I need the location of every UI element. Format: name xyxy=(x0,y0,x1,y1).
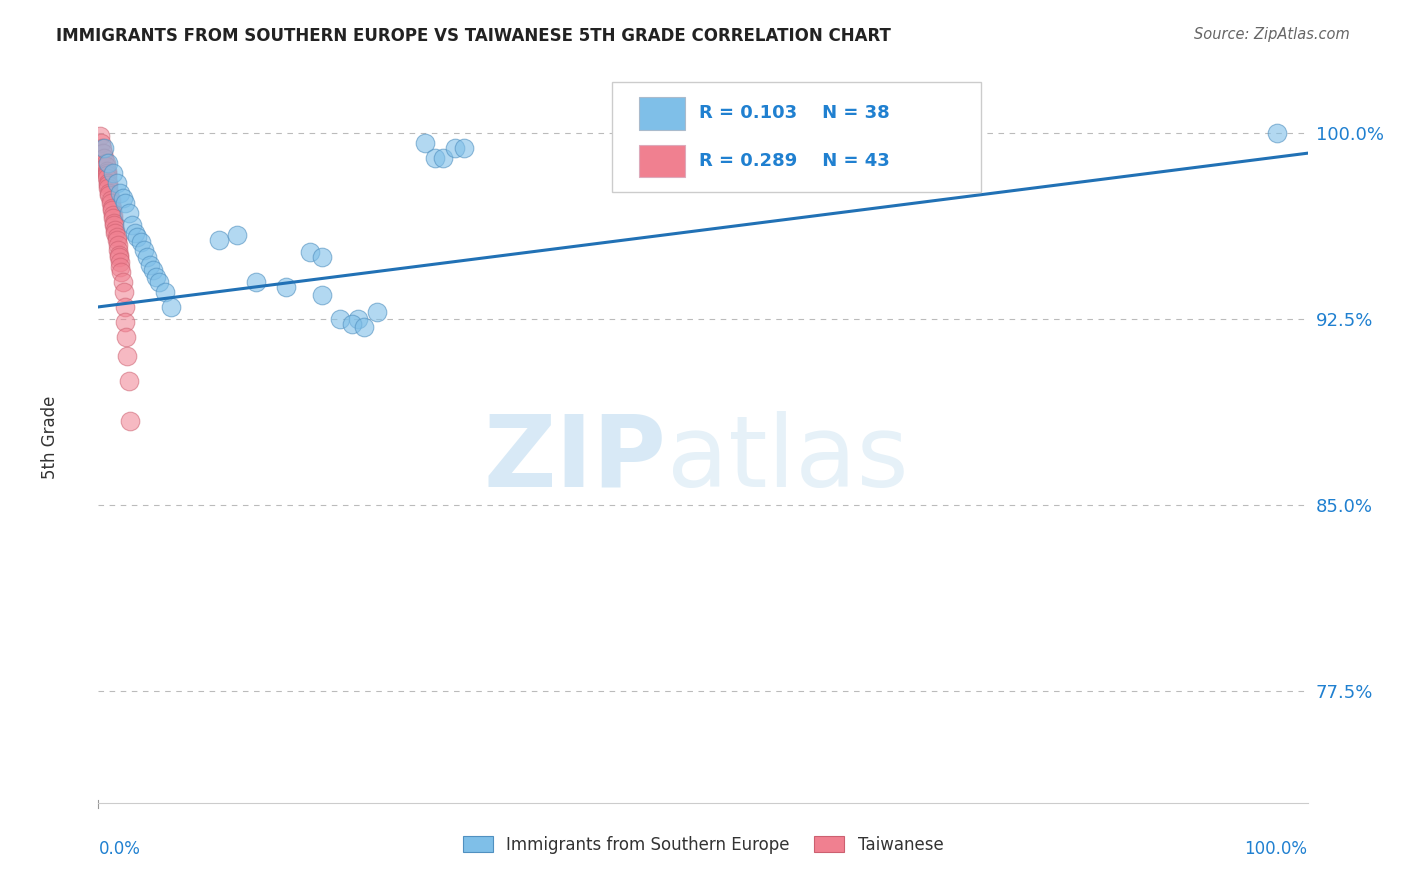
Point xyxy=(114,195,136,210)
Point xyxy=(90,136,112,151)
Point xyxy=(96,166,118,180)
Point xyxy=(111,275,134,289)
Point xyxy=(118,414,141,428)
Point xyxy=(108,255,131,269)
Point xyxy=(117,350,139,364)
Point xyxy=(108,248,131,262)
Point xyxy=(108,260,131,275)
Text: R = 0.289    N = 43: R = 0.289 N = 43 xyxy=(699,152,890,170)
Point xyxy=(139,258,162,272)
Point xyxy=(111,191,134,205)
Point xyxy=(112,285,135,299)
Point xyxy=(100,203,122,218)
Point xyxy=(299,245,322,260)
Point xyxy=(153,285,176,299)
Point xyxy=(1267,126,1289,140)
Point xyxy=(115,329,138,343)
Point xyxy=(96,171,118,186)
Point xyxy=(135,250,157,264)
FancyBboxPatch shape xyxy=(638,145,685,178)
Point xyxy=(100,201,122,215)
Text: Source: ZipAtlas.com: Source: ZipAtlas.com xyxy=(1194,27,1350,42)
Point xyxy=(118,374,141,388)
Point xyxy=(413,136,436,151)
Text: 5th Grade: 5th Grade xyxy=(41,395,59,479)
Point xyxy=(274,280,297,294)
Point xyxy=(245,275,267,289)
Point xyxy=(432,151,454,165)
Point xyxy=(105,176,128,190)
Point xyxy=(366,305,388,319)
Point xyxy=(98,188,121,202)
Point xyxy=(423,151,446,165)
Point xyxy=(96,169,118,183)
Point xyxy=(103,218,125,232)
Point xyxy=(342,318,364,332)
Point xyxy=(98,186,121,200)
Text: 100.0%: 100.0% xyxy=(1244,840,1308,858)
FancyBboxPatch shape xyxy=(638,97,685,130)
Point xyxy=(118,205,141,219)
Point xyxy=(108,186,131,200)
Text: R = 0.103    N = 38: R = 0.103 N = 38 xyxy=(699,104,890,122)
Point xyxy=(101,166,124,180)
FancyBboxPatch shape xyxy=(613,82,981,192)
Text: atlas: atlas xyxy=(666,410,908,508)
Point xyxy=(226,227,249,242)
Point xyxy=(101,211,124,225)
Point xyxy=(114,300,136,314)
Point xyxy=(311,250,333,264)
Point xyxy=(107,238,129,252)
Point xyxy=(104,223,127,237)
Point xyxy=(353,319,375,334)
Point xyxy=(329,312,352,326)
Point xyxy=(105,233,128,247)
Point xyxy=(145,270,167,285)
Point xyxy=(107,243,129,257)
Point xyxy=(110,265,132,279)
Point xyxy=(127,230,149,244)
Point xyxy=(208,233,231,247)
Point xyxy=(94,156,117,170)
Point xyxy=(100,195,122,210)
Legend: Immigrants from Southern Europe, Taiwanese: Immigrants from Southern Europe, Taiwane… xyxy=(456,829,950,860)
Point xyxy=(311,287,333,301)
Point xyxy=(97,178,120,193)
Point xyxy=(104,226,127,240)
Point xyxy=(129,235,152,250)
Point xyxy=(101,208,124,222)
Point xyxy=(100,194,122,208)
Point xyxy=(148,275,170,289)
Point xyxy=(94,159,117,173)
Point xyxy=(103,216,125,230)
Point xyxy=(105,230,128,244)
Point xyxy=(97,156,120,170)
Point xyxy=(108,250,131,264)
Point xyxy=(97,176,120,190)
Point xyxy=(124,226,146,240)
Text: ZIP: ZIP xyxy=(484,410,666,508)
Point xyxy=(114,315,136,329)
Text: IMMIGRANTS FROM SOUTHERN EUROPE VS TAIWANESE 5TH GRADE CORRELATION CHART: IMMIGRANTS FROM SOUTHERN EUROPE VS TAIWA… xyxy=(56,27,891,45)
Point xyxy=(93,151,115,165)
Point xyxy=(96,163,118,178)
Point xyxy=(160,300,183,314)
Point xyxy=(444,141,467,155)
Point xyxy=(347,312,370,326)
Point xyxy=(121,218,143,232)
Point xyxy=(93,141,115,155)
Text: 0.0%: 0.0% xyxy=(98,840,141,858)
Point xyxy=(453,141,475,155)
Point xyxy=(97,181,120,195)
Point xyxy=(142,262,165,277)
Point xyxy=(89,128,111,143)
Point xyxy=(134,243,156,257)
Point xyxy=(91,146,114,161)
Point xyxy=(91,141,114,155)
